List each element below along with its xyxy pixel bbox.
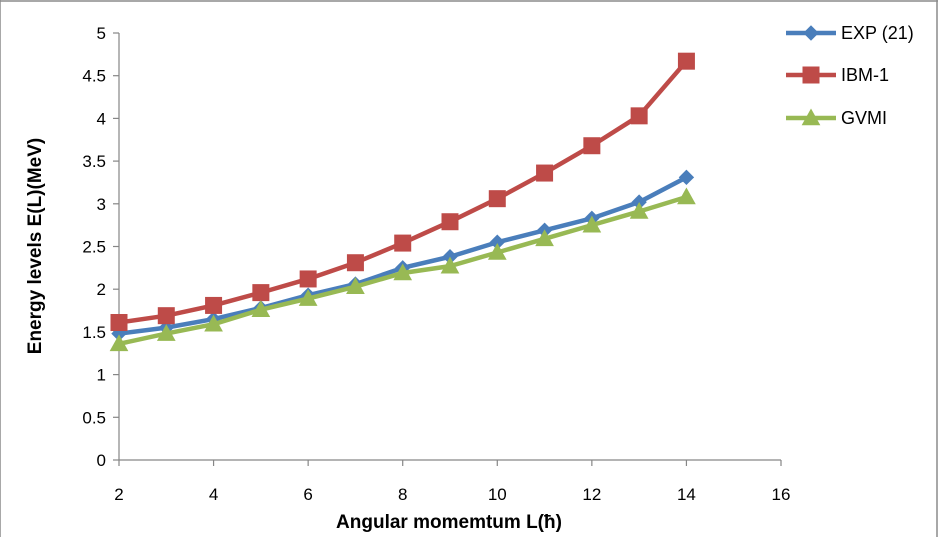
data-point <box>677 52 695 70</box>
legend-label: GVMI <box>841 108 887 128</box>
data-point <box>299 270 317 288</box>
data-point <box>441 213 459 231</box>
data-point <box>487 242 507 260</box>
y-axis-title: Energy levels E(L)(MeV) <box>25 138 46 354</box>
x-tick-label: 8 <box>398 485 407 504</box>
data-point <box>156 324 176 341</box>
data-point <box>109 334 129 352</box>
data-point <box>251 300 271 317</box>
data-point <box>440 256 460 274</box>
data-point <box>346 277 365 294</box>
axes <box>113 32 782 466</box>
data-point <box>110 314 128 332</box>
y-tick-label: 2.5 <box>82 238 106 257</box>
data-point <box>393 263 413 281</box>
data-point <box>582 215 602 233</box>
y-tick-label: 0 <box>97 451 106 470</box>
y-tick-label: 3 <box>97 195 106 214</box>
legend: EXP (21) IBM-1 GVMI <box>786 23 914 128</box>
data-point <box>298 289 318 306</box>
y-tick-label: 1 <box>97 366 106 385</box>
y-tick-label: 1.5 <box>82 323 106 342</box>
data-point <box>630 107 648 125</box>
data-point <box>157 307 175 325</box>
x-axis-title: Angular momemtum L(ħ) <box>336 512 562 533</box>
data-point <box>583 137 601 155</box>
data-point <box>204 314 223 332</box>
series-gvmi <box>109 187 696 352</box>
series-ibm-1 <box>110 52 695 332</box>
data-point <box>252 284 270 302</box>
x-tick-labels: 2 4 6 8 10 12 14 16 <box>114 485 790 504</box>
y-tick-labels: 0 0.5 1 1.5 2 2.5 3 3.5 4 4.5 5 <box>82 24 106 470</box>
data-point <box>205 296 223 314</box>
legend-item: IBM-1 <box>786 65 889 85</box>
y-tick-label: 4 <box>97 109 106 128</box>
data-point <box>536 164 554 182</box>
data-point <box>488 190 506 208</box>
data-point <box>677 187 696 205</box>
data-point <box>535 229 554 247</box>
legend-item: EXP (21) <box>786 23 914 43</box>
legend-marker <box>803 25 819 41</box>
legend-label: IBM-1 <box>841 65 889 85</box>
data-point <box>629 201 649 219</box>
legend-item: GVMI <box>786 108 887 128</box>
legend-marker <box>801 108 821 126</box>
x-tick-label: 6 <box>303 485 312 504</box>
x-tick-label: 4 <box>209 485 218 504</box>
y-tick-label: 2 <box>97 280 106 299</box>
x-tick-label: 10 <box>488 485 507 504</box>
data-point <box>346 254 364 272</box>
data-point <box>678 169 695 186</box>
y-tick-label: 3.5 <box>82 152 106 171</box>
y-tick-label: 0.5 <box>82 408 106 427</box>
x-tick-label: 12 <box>582 485 601 504</box>
x-tick-label: 14 <box>677 485 696 504</box>
data-point <box>394 234 412 252</box>
y-tick-label: 4.5 <box>82 67 106 86</box>
x-tick-label: 16 <box>772 485 791 504</box>
y-tick-label: 5 <box>97 24 106 43</box>
x-tick-label: 2 <box>114 485 123 504</box>
legend-label: EXP (21) <box>841 23 914 43</box>
series-layer <box>109 52 696 352</box>
legend-marker <box>802 66 820 84</box>
